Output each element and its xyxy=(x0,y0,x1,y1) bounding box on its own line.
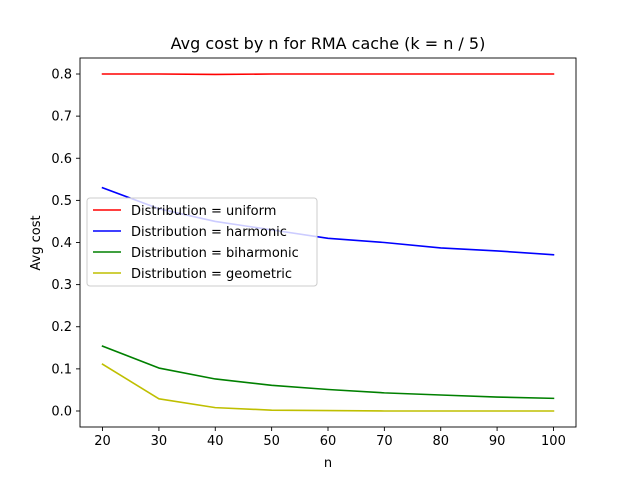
x-tick-label: 60 xyxy=(320,434,337,449)
x-tick-label: 90 xyxy=(489,434,506,449)
y-tick-label: 0.0 xyxy=(51,404,72,419)
y-tick-label: 0.7 xyxy=(51,110,72,125)
x-axis: 20 30 40 50 60 70 80 90 100 xyxy=(94,427,566,449)
x-tick-label: 80 xyxy=(432,434,449,449)
y-tick-label: 0.8 xyxy=(51,68,72,83)
series-line-2 xyxy=(101,345,555,400)
y-tick-label: 0.1 xyxy=(51,362,72,377)
y-axis-label: Avg cost xyxy=(29,215,44,270)
series-line-3 xyxy=(101,363,555,412)
x-tick-label: 70 xyxy=(376,434,393,449)
y-tick-label: 0.4 xyxy=(51,236,72,251)
y-tick-label: 0.2 xyxy=(51,320,72,335)
y-tick-label: 0.3 xyxy=(51,278,72,293)
y-tick-label: 0.6 xyxy=(51,152,72,167)
x-tick-label: 20 xyxy=(94,434,111,449)
legend-label-2: Distribution = biharmonic xyxy=(131,246,299,261)
legend-box xyxy=(86,197,318,287)
x-tick-label: 40 xyxy=(207,434,224,449)
x-tick-label: 30 xyxy=(151,434,168,449)
y-axis: 0.0 0.1 0.2 0.3 0.4 0.5 0.6 0.7 0.8 xyxy=(51,68,80,419)
chart-title: Avg cost by n for RMA cache (k = n / 5) xyxy=(171,34,486,53)
x-tick-label: 100 xyxy=(541,434,566,449)
y-tick-label: 0.5 xyxy=(51,194,72,209)
x-axis-label: n xyxy=(324,456,332,471)
legend: Distribution = uniform Distribution = har… xyxy=(86,197,318,287)
legend-label-1: Distribution = harmonic xyxy=(131,225,287,240)
legend-label-3: Distribution = geometric xyxy=(131,267,292,282)
legend-label-0: Distribution = uniform xyxy=(131,204,276,219)
x-tick-label: 50 xyxy=(263,434,280,449)
